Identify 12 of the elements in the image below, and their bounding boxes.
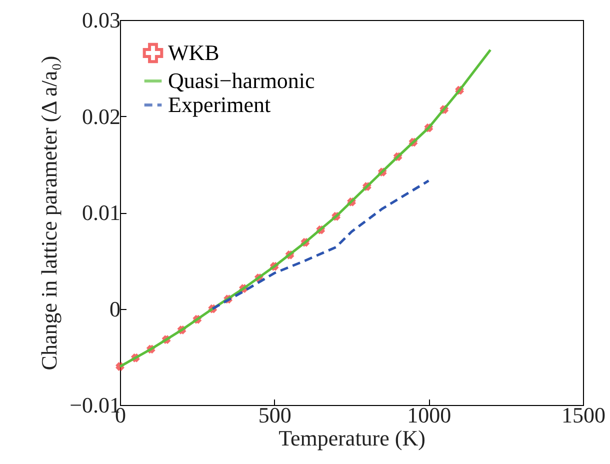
y-tick-label: 0.03 — [82, 8, 120, 32]
y-tick-label: 0 — [110, 296, 120, 322]
x-tick-label: 1000 — [407, 402, 452, 428]
legend-label: Quasi−harmonic — [168, 68, 316, 93]
legend-label: WKB — [168, 40, 220, 65]
x-axis-title: Temperature (K) — [278, 426, 426, 450]
y-tick-label: 0.02 — [82, 104, 120, 129]
y-tick-label: 0.01 — [82, 200, 120, 225]
legend-label: Experiment — [168, 92, 271, 117]
y-axis-title: Change in lattice parameter (Δ a/a₀) — [36, 56, 62, 370]
x-tick-label: 1500 — [562, 402, 606, 428]
x-tick-label: 500 — [258, 402, 292, 428]
